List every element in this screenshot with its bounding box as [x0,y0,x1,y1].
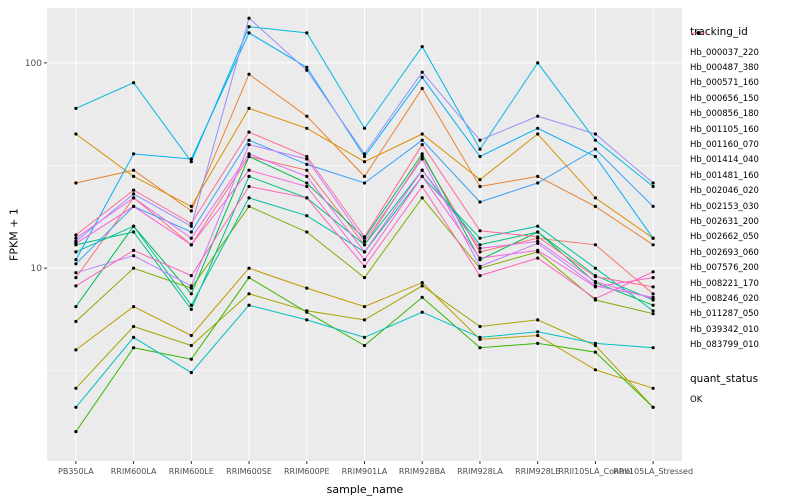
legend-item-label: Hb_002662_050 [690,232,759,243]
legend-item-label: Hb_039342_010 [690,324,759,335]
legend-item: Hb_002662_050 [690,32,798,245]
svg-text:RRIM901LA: RRIM901LA [342,467,388,476]
legend-item: OK [690,31,798,407]
quant-status-legend-title: quant_status [690,372,759,385]
legend-item-label: Hb_001414_040 [690,155,759,166]
legend-item-label: Hb_002631_200 [690,216,759,227]
legend-item-label: Hb_000487_380 [690,63,759,74]
legend-item: Hb_001105_160 [690,32,798,137]
svg-text:RRII105LA_Control: RRII105LA_Control [558,467,632,476]
legend-item-label: Hb_007576_200 [690,263,759,274]
quant-status-legend-items: OK [690,31,798,407]
legend-item: Hb_000037_220 [690,32,798,60]
legend-item-label: Hb_000656_150 [690,93,759,104]
legend-item-label: Hb_002693_060 [690,247,759,258]
legend-item: Hb_000487_380 [690,32,798,75]
legend-item-label: Hb_002046_020 [690,186,759,197]
svg-text:PB350LA: PB350LA [58,467,94,476]
legend-item: Hb_002153_030 [690,32,798,214]
legend-item-label: Hb_008221_170 [690,278,759,289]
svg-text:RRIM600SE: RRIM600SE [226,467,272,476]
svg-text:RRII105LA_Stressed: RRII105LA_Stressed [613,467,693,476]
svg-text:RRIM600LA: RRIM600LA [111,467,157,476]
legend-item: Hb_001414_040 [690,32,798,168]
svg-text:RRIM600PE: RRIM600PE [284,467,330,476]
legend-item-label: Hb_000856_180 [690,109,759,120]
legend-item: Hb_007576_200 [690,32,798,275]
svg-text:100: 100 [25,59,42,69]
legend-item-label: Hb_000571_160 [690,78,759,89]
legend-item: Hb_000656_150 [690,32,798,106]
legend-item: Hb_001481_160 [690,32,798,183]
svg-text:RRIM928LE: RRIM928LE [515,467,560,476]
legend-item: Hb_011287_050 [690,32,798,322]
legend-item: Hb_008246_020 [690,32,798,306]
x-axis-title: sample_name [326,483,404,496]
legend-item: Hb_002631_200 [690,32,798,229]
legend-item: Hb_002693_060 [690,32,798,260]
legend-key-icon [696,31,701,35]
svg-text:RRIM600LE: RRIM600LE [169,467,214,476]
svg-text:RRIM928LA: RRIM928LA [457,467,503,476]
legend: tracking_id Hb_000037_220 Hb_000487_380 Hb… [690,26,798,407]
legend-item-label: OK [690,394,703,405]
tracking-id-legend-title: tracking_id [690,26,748,38]
legend-item: Hb_008221_170 [690,32,798,291]
legend-item: Hb_000856_180 [690,32,798,122]
legend-item-label: Hb_001481_160 [690,170,759,181]
legend-item-label: Hb_002153_030 [690,201,759,212]
svg-text:10: 10 [31,264,43,274]
y-axis-title: FPKM + 1 [7,208,21,261]
legend-item-label: Hb_083799_010 [690,340,759,351]
legend-item: Hb_002046_020 [690,32,798,199]
legend-item-label: Hb_000037_220 [690,47,759,58]
tracking-id-legend-items: Hb_000037_220 Hb_000487_380 Hb_000571_160 H… [690,32,798,353]
legend-item: Hb_000571_160 [690,32,798,91]
svg-text:RRIM928BA: RRIM928BA [399,467,446,476]
legend-item-label: Hb_001105_160 [690,124,759,135]
legend-item: Hb_039342_010 [690,32,798,337]
legend-item-label: Hb_008246_020 [690,293,759,304]
legend-item: Hb_001160_070 [690,32,798,152]
legend-item: Hb_083799_010 [690,32,798,352]
legend-item-label: Hb_011287_050 [690,309,759,320]
legend-item-label: Hb_001160_070 [690,140,759,151]
